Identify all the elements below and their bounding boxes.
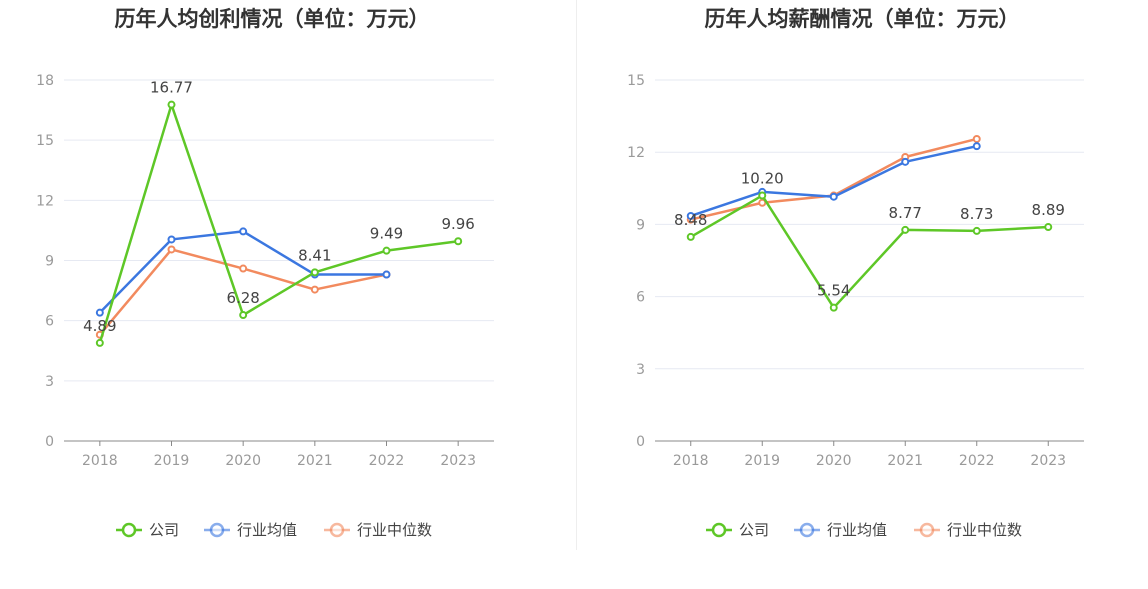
- y-tick-label: 6: [45, 314, 54, 330]
- data-label: 8.89: [1032, 201, 1065, 219]
- x-tick-label: 2019: [744, 453, 780, 469]
- data-label: 4.89: [83, 317, 116, 335]
- y-tick-label: 12: [627, 145, 645, 161]
- legend-label: 行业中位数: [947, 521, 1022, 539]
- y-tick-label: 18: [36, 73, 54, 89]
- data-point-avg: [972, 142, 981, 151]
- legend-item-avg[interactable]: 行业均值: [204, 521, 297, 539]
- x-tick-label: 2018: [673, 453, 709, 469]
- data-point-company: [95, 338, 104, 347]
- data-label: 8.41: [298, 246, 331, 264]
- y-tick-label: 0: [636, 434, 645, 450]
- x-tick-label: 2021: [887, 453, 923, 469]
- x-tick-label: 2018: [82, 453, 118, 469]
- data-point-avg: [829, 192, 838, 201]
- y-tick-label: 0: [45, 434, 54, 450]
- legend-marker-icon: [209, 522, 225, 538]
- data-point-avg: [686, 211, 695, 220]
- chart-title: 历年人均创利情况（单位：万元）: [115, 7, 430, 31]
- data-point-company: [829, 303, 838, 312]
- data-point-avg: [167, 235, 176, 244]
- data-label: 16.77: [150, 79, 193, 97]
- chart-title: 历年人均薪酬情况（单位：万元）: [705, 7, 1020, 31]
- x-tick-label: 2021: [297, 453, 333, 469]
- data-point-company: [454, 237, 463, 246]
- legend-label: 行业中位数: [357, 521, 432, 539]
- legend-marker-icon: [329, 522, 345, 538]
- series-line-avg: [690, 144, 978, 218]
- y-tick-label: 9: [45, 254, 54, 270]
- y-tick-label: 15: [36, 133, 54, 149]
- x-tick-label: 2023: [440, 453, 476, 469]
- y-tick-label: 9: [636, 217, 645, 233]
- chart-2: 历年人均薪酬情况（单位：万元） 0 3 6 9 12 15 2018 2019 2020 2021 2…: [627, 7, 1084, 539]
- data-point-avg: [239, 227, 248, 236]
- x-tick-label: 2020: [225, 453, 261, 469]
- data-point-median: [758, 198, 767, 207]
- data-label: 8.73: [960, 205, 993, 223]
- data-point-company: [310, 268, 319, 277]
- data-point-median: [239, 264, 248, 273]
- x-tick-label: 2023: [1030, 453, 1066, 469]
- series-line-median: [690, 137, 978, 221]
- y-tick-label: 6: [636, 290, 645, 306]
- legend-label: 公司: [739, 521, 769, 539]
- legend-label: 公司: [149, 521, 179, 539]
- data-point-avg: [382, 270, 391, 279]
- legend-item-avg[interactable]: 行业均值: [794, 521, 887, 539]
- legend-marker-icon: [711, 522, 727, 538]
- legend-item-company[interactable]: 公司: [706, 521, 769, 539]
- chart-1: 历年人均创利情况（单位：万元） 0 3 6 9 12 15 18 2018 2019 2020 202…: [36, 7, 494, 539]
- data-label: 8.48: [674, 211, 707, 229]
- data-label: 9.96: [441, 215, 474, 233]
- chart-divider: [576, 0, 577, 550]
- data-point-company: [972, 226, 981, 235]
- y-tick-label: 3: [45, 374, 54, 390]
- data-point-company: [382, 246, 391, 255]
- data-point-company: [901, 225, 910, 234]
- series-line-company: [690, 194, 1049, 309]
- x-tick-label: 2022: [369, 453, 405, 469]
- data-point-company: [239, 311, 248, 320]
- legend-marker-icon: [121, 522, 137, 538]
- x-tick-label: 2022: [959, 453, 995, 469]
- data-label: 5.54: [817, 282, 850, 300]
- legend-marker-icon: [799, 522, 815, 538]
- x-tick-label: 2020: [816, 453, 852, 469]
- y-tick-label: 15: [627, 73, 645, 89]
- legend-label: 行业均值: [827, 521, 887, 539]
- data-point-median: [972, 134, 981, 143]
- data-point-company: [167, 100, 176, 109]
- data-point-company: [758, 191, 767, 200]
- data-point-avg: [95, 308, 104, 317]
- data-point-company: [1044, 223, 1053, 232]
- legend-item-median[interactable]: 行业中位数: [914, 521, 1022, 539]
- y-tick-label: 12: [36, 193, 54, 209]
- data-label: 6.28: [226, 289, 259, 307]
- legend-label: 行业均值: [237, 521, 297, 539]
- data-point-median: [310, 285, 319, 294]
- data-point-median: [167, 245, 176, 254]
- data-point-company: [686, 232, 695, 241]
- y-tick-label: 3: [636, 362, 645, 378]
- x-tick-label: 2019: [154, 453, 190, 469]
- data-label: 9.49: [370, 225, 403, 243]
- data-label: 10.20: [741, 170, 784, 188]
- series-line-company: [98, 103, 459, 344]
- legend-item-median[interactable]: 行业中位数: [324, 521, 432, 539]
- legend-item-company[interactable]: 公司: [116, 521, 179, 539]
- legend-marker-icon: [919, 522, 935, 538]
- data-label: 8.77: [889, 204, 922, 222]
- data-point-avg: [901, 157, 910, 166]
